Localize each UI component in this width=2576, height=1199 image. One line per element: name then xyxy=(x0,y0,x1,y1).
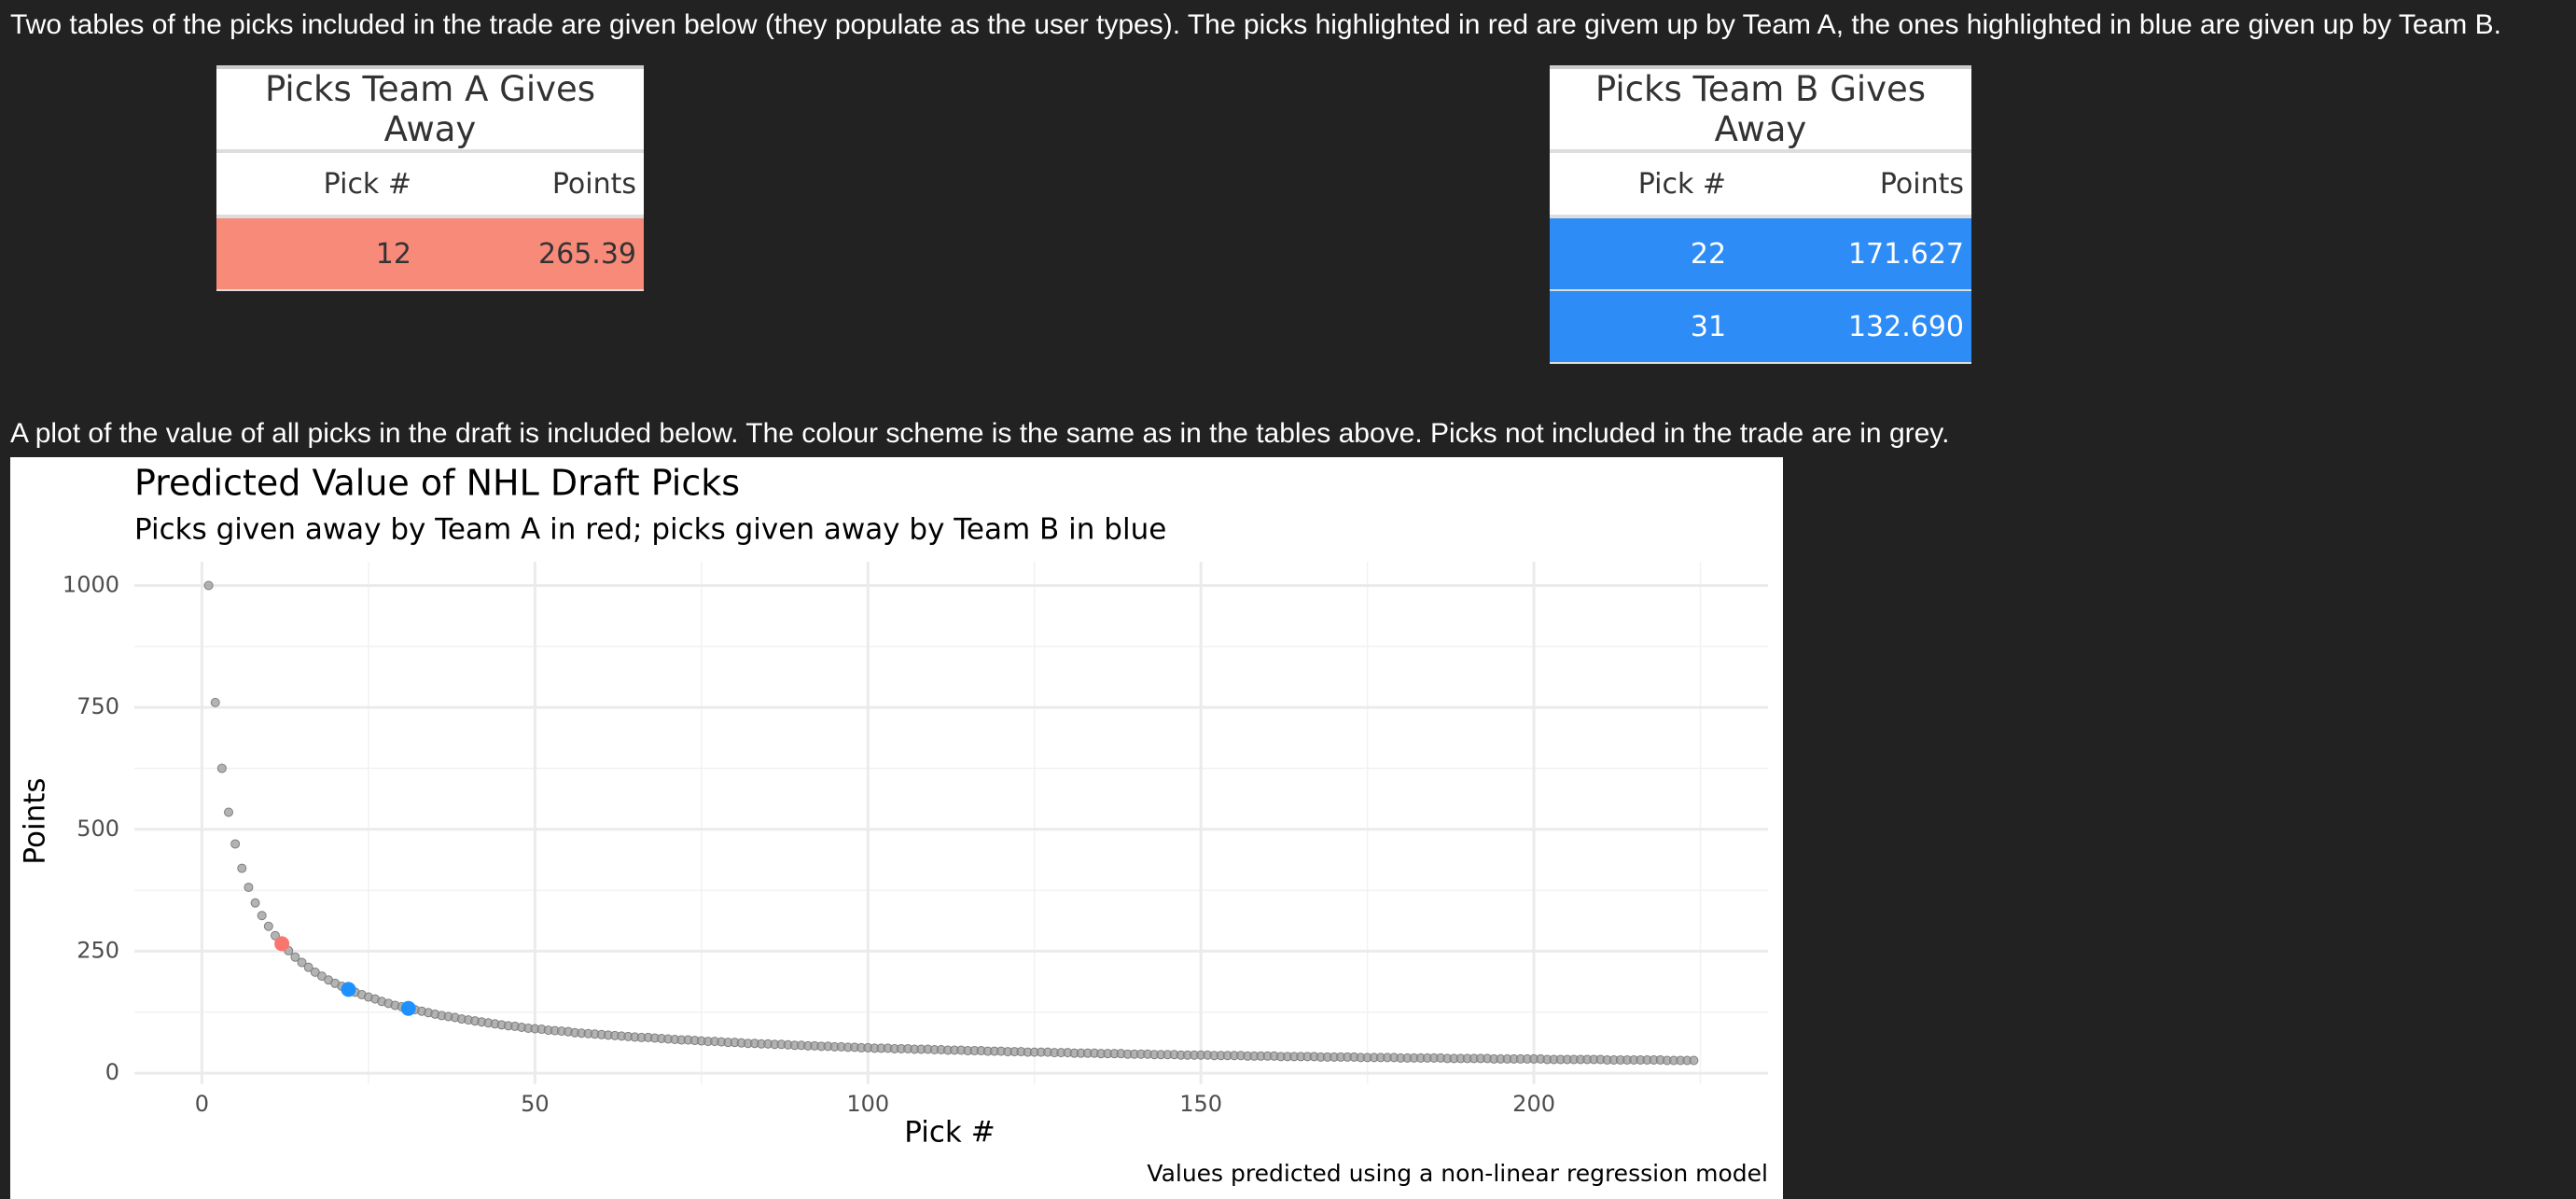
y-tick-label: 750 xyxy=(77,693,119,719)
highlighted-point xyxy=(341,982,356,997)
y-tick-label: 500 xyxy=(77,816,119,842)
y-tick-label: 250 xyxy=(77,937,119,963)
table-title: Picks Team A Gives Away xyxy=(216,67,644,153)
point xyxy=(230,839,241,849)
point xyxy=(224,807,234,817)
table-title: Picks Team B Gives Away xyxy=(1550,67,1971,153)
x-tick-label: 0 xyxy=(195,1091,209,1117)
x-axis-title: Pick # xyxy=(904,1116,995,1150)
table-cell: 22 xyxy=(1550,216,1734,291)
point xyxy=(257,911,267,921)
table-cell: 12 xyxy=(216,216,419,291)
team-a-table: Picks Team A Gives Away Pick # Points 12 265… xyxy=(216,65,644,291)
column-header: Pick # xyxy=(216,151,419,218)
chart: Predicted Value of NHL Draft Picks Picks… xyxy=(10,457,1783,1199)
caption: Values predicted using a non-linear regr… xyxy=(1147,1160,1768,1187)
title-row: Picks Team A Gives Away xyxy=(216,67,644,153)
table-cell: 265.39 xyxy=(418,216,644,291)
point xyxy=(203,580,214,591)
highlighted-point xyxy=(400,1000,416,1016)
team-b-table: Picks Team B Gives Away Pick # Points 22 171… xyxy=(1550,65,1971,364)
point xyxy=(250,898,260,908)
point xyxy=(297,957,307,968)
y-axis-title: Points xyxy=(19,777,52,864)
x-tick-label: 100 xyxy=(846,1091,889,1117)
point xyxy=(210,697,220,707)
y-tick-label: 1000 xyxy=(63,571,119,597)
point xyxy=(303,962,313,972)
point xyxy=(290,952,300,962)
highlighted-point xyxy=(274,936,290,952)
table-cell: 171.627 xyxy=(1734,216,1971,291)
table-cell: 31 xyxy=(1550,290,1734,364)
column-header: Points xyxy=(418,151,644,218)
header-row: Pick # Points xyxy=(1550,151,1971,218)
table-row: 22 171.627 xyxy=(1550,216,1971,291)
point xyxy=(216,763,227,774)
table-row: 12 265.39 xyxy=(216,216,644,291)
plot-intro-text: A plot of the value of all picks in the … xyxy=(10,418,1950,449)
column-header: Points xyxy=(1734,151,1971,218)
point xyxy=(270,930,280,941)
column-header: Pick # xyxy=(1550,151,1734,218)
x-tick-label: 200 xyxy=(1512,1091,1555,1117)
point xyxy=(1689,1055,1699,1066)
chart-title: Predicted Value of NHL Draft Picks xyxy=(134,463,740,504)
intro-text: Two tables of the picks included in the … xyxy=(10,9,2501,40)
point xyxy=(237,863,247,873)
x-tick-label: 50 xyxy=(521,1091,550,1117)
table-cell: 132.690 xyxy=(1734,290,1971,364)
y-tick-label: 0 xyxy=(105,1059,119,1085)
table-row: 31 132.690 xyxy=(1550,290,1971,364)
point xyxy=(244,882,254,892)
x-tick-label: 150 xyxy=(1179,1091,1222,1117)
point xyxy=(263,921,273,931)
title-row: Picks Team B Gives Away xyxy=(1550,67,1971,153)
header-row: Pick # Points xyxy=(216,151,644,218)
chart-subtitle: Picks given away by Team A in red; picks… xyxy=(134,513,1166,547)
